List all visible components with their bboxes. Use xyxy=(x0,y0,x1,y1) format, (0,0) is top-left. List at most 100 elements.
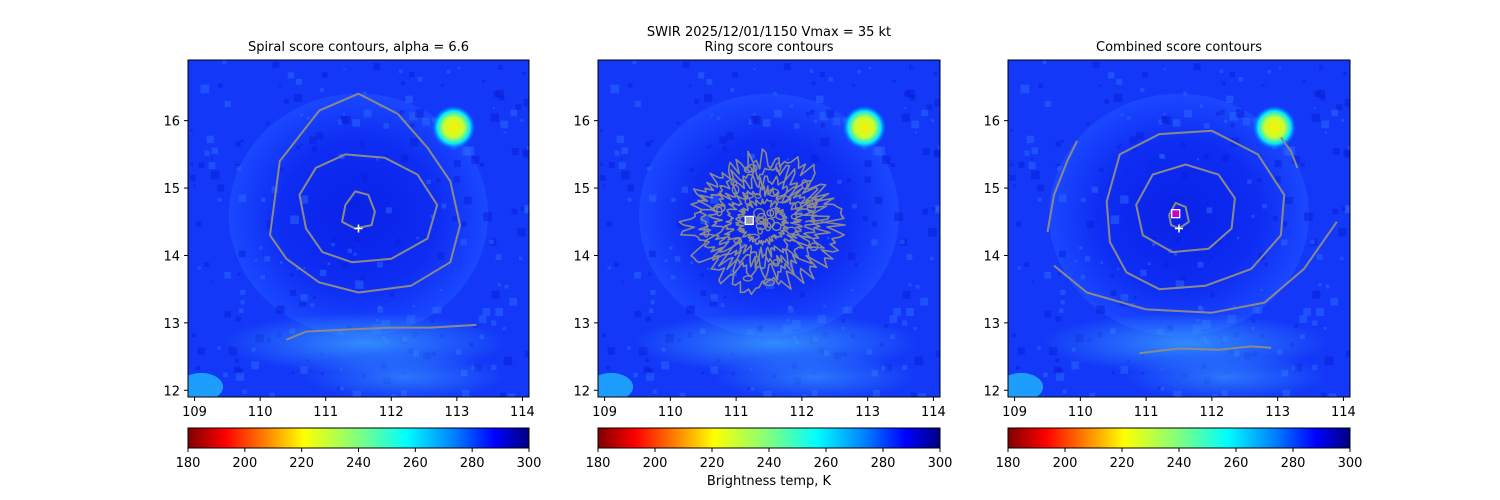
field-texel xyxy=(816,95,824,104)
field-texel xyxy=(1221,81,1226,86)
center-marker-plus xyxy=(1175,224,1183,233)
colorbar-tick-label: 300 xyxy=(517,456,542,471)
field-texel xyxy=(489,239,494,245)
field-texel xyxy=(826,236,830,240)
field-texel xyxy=(600,162,604,166)
field-texel xyxy=(210,170,220,180)
score-contour xyxy=(1168,201,1190,230)
field-texel xyxy=(1324,131,1328,134)
field-texel xyxy=(1060,289,1066,295)
field-texel xyxy=(1059,250,1066,258)
field-texel xyxy=(387,261,390,265)
field-texel xyxy=(395,238,401,245)
field-texel xyxy=(279,167,284,172)
field-texel xyxy=(1108,72,1115,79)
field-texel xyxy=(676,220,685,229)
field-texel xyxy=(934,149,940,158)
field-texel xyxy=(1056,165,1062,171)
colorbar-tick-label: 200 xyxy=(1053,456,1078,471)
field-texel xyxy=(689,167,694,172)
field-texel xyxy=(922,208,929,215)
field-texel xyxy=(233,366,241,374)
field-texel xyxy=(518,256,523,261)
x-tick-label: 111 xyxy=(724,405,749,420)
field-texel xyxy=(600,129,603,132)
field-texel xyxy=(385,201,389,206)
field-texel xyxy=(906,254,913,260)
storm-cloud xyxy=(228,93,489,337)
field-texel xyxy=(503,356,513,366)
field-texel xyxy=(762,119,771,127)
field-texel xyxy=(650,289,656,295)
field-texel xyxy=(842,306,849,314)
field-texel xyxy=(852,203,857,209)
field-texel xyxy=(464,196,472,205)
field-texel xyxy=(710,143,713,146)
ring-blob xyxy=(754,193,762,199)
field-texel xyxy=(620,157,623,160)
field-texel xyxy=(502,326,506,331)
colorbar-tick-label: 220 xyxy=(1110,456,1135,471)
field-texel xyxy=(1283,147,1292,156)
field-texel xyxy=(1235,109,1245,118)
field-texel xyxy=(1226,95,1234,104)
field-texel xyxy=(1024,262,1029,268)
field-texel xyxy=(741,236,747,242)
field-texel xyxy=(342,262,349,269)
field-texel xyxy=(1091,186,1099,193)
field-texel xyxy=(410,123,415,128)
ring-blob xyxy=(806,202,817,214)
field-texel xyxy=(211,280,214,283)
field-texel xyxy=(496,89,504,98)
field-texel xyxy=(1303,308,1311,316)
y-tick-label: 12 xyxy=(573,384,590,399)
field-texel xyxy=(892,79,896,83)
field-texel xyxy=(376,158,379,161)
score-contour xyxy=(1280,136,1299,169)
field-texel xyxy=(706,78,713,85)
field-texel xyxy=(890,162,895,168)
field-texel xyxy=(627,197,632,202)
field-texel xyxy=(846,178,852,183)
field-texel xyxy=(1096,305,1105,314)
field-texel xyxy=(1037,346,1041,350)
field-texel xyxy=(293,93,303,102)
field-texel xyxy=(1037,197,1042,202)
field-texel xyxy=(1328,393,1337,397)
x-tick-label: 111 xyxy=(1134,405,1159,420)
field-texel xyxy=(211,147,219,155)
x-tick-label: 109 xyxy=(1002,405,1027,420)
field-texel xyxy=(321,72,328,78)
field-texel xyxy=(311,146,317,152)
field-texel xyxy=(1110,290,1117,296)
field-texel xyxy=(786,158,790,161)
field-texel xyxy=(504,284,509,289)
field-texel xyxy=(906,89,915,98)
field-texel xyxy=(862,216,868,221)
field-texel xyxy=(679,392,686,397)
field-texel xyxy=(1042,60,1047,65)
field-texel xyxy=(783,63,791,71)
field-texel xyxy=(837,179,842,184)
field-texel xyxy=(1169,202,1175,208)
field-texel xyxy=(417,76,423,82)
field-texel xyxy=(235,372,245,381)
field-texel xyxy=(1100,261,1103,264)
field-texel xyxy=(1282,221,1288,227)
x-tick-label: 109 xyxy=(592,405,617,420)
field-texel xyxy=(871,239,878,246)
field-texel xyxy=(814,119,818,123)
field-texel xyxy=(272,61,280,69)
field-texel xyxy=(401,81,405,86)
field-texel xyxy=(1031,170,1040,180)
field-texel xyxy=(1160,154,1166,159)
field-texel xyxy=(647,272,651,276)
field-texel xyxy=(1026,135,1035,144)
y-tick-label: 15 xyxy=(983,182,1000,197)
field-texel xyxy=(441,84,444,87)
field-texel xyxy=(363,178,367,182)
field-texel xyxy=(287,72,295,79)
field-texel xyxy=(700,290,707,296)
warm-corner xyxy=(188,372,224,397)
field-texel xyxy=(242,389,247,394)
